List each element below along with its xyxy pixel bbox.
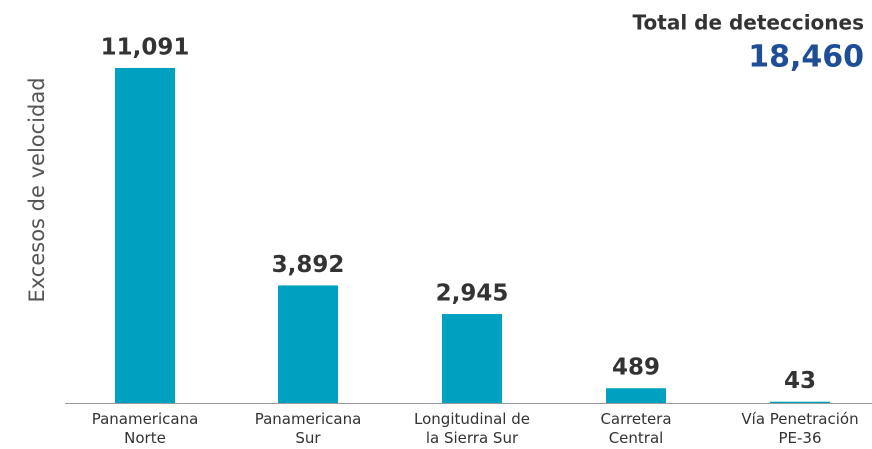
x-tick-label: Panamericana Norte — [91, 410, 199, 447]
bar — [442, 314, 502, 403]
x-tick-label: Panamericana Sur — [254, 410, 362, 447]
bar — [115, 67, 175, 403]
value-label: 489 — [612, 355, 660, 381]
x-tick-label: Carretera Central — [600, 410, 672, 447]
total-value: 18,460 — [748, 40, 864, 75]
bar — [770, 401, 830, 403]
x-tick-label: Vía Penetración PE-36 — [741, 410, 859, 447]
value-label: 43 — [784, 368, 816, 394]
y-axis-label: Excesos de velocidad — [25, 77, 49, 302]
bar — [278, 285, 338, 403]
total-label: Total de detecciones — [633, 11, 864, 35]
bar — [606, 388, 666, 403]
x-tick-label: Longitudinal de la Sierra Sur — [414, 410, 530, 447]
value-label: 11,091 — [101, 34, 190, 60]
value-label: 3,892 — [272, 252, 345, 278]
value-label: 2,945 — [436, 281, 509, 307]
